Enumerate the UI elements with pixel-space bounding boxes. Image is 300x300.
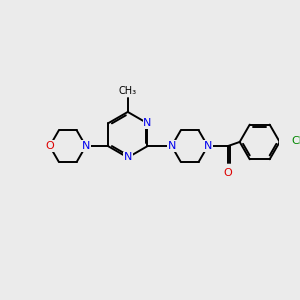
- Text: N: N: [82, 141, 90, 151]
- Text: N: N: [143, 118, 152, 128]
- Text: CH₃: CH₃: [119, 86, 137, 96]
- Text: N: N: [167, 141, 176, 151]
- Text: O: O: [45, 141, 54, 151]
- Text: N: N: [204, 141, 212, 151]
- Text: Cl: Cl: [292, 136, 300, 146]
- Text: O: O: [224, 168, 232, 178]
- Text: N: N: [124, 152, 132, 163]
